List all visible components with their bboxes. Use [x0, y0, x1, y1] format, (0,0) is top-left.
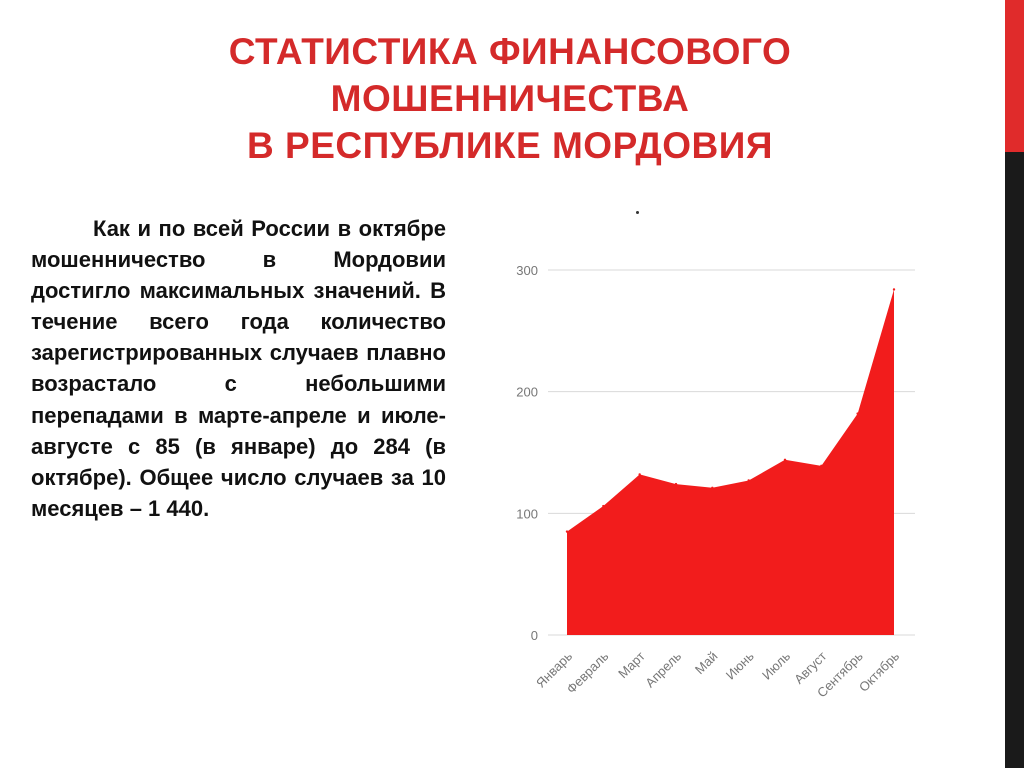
- x-tick-label: Июнь: [723, 648, 757, 682]
- data-point-4: [674, 482, 678, 486]
- slide-title: СТАТИСТИКА ФИНАНСОВОГО МОШЕННИЧЕСТВА В Р…: [150, 28, 870, 169]
- body-paragraph: Как и по всей России в октябре мошенниче…: [31, 216, 446, 521]
- x-tick-label: Июль: [759, 648, 793, 682]
- y-tick-label: 100: [516, 506, 538, 521]
- data-point-8: [820, 464, 823, 468]
- y-tick-label: 200: [516, 385, 538, 400]
- data-point-7: [783, 458, 787, 461]
- data-point-5: [711, 486, 714, 489]
- title-line-1: СТАТИСТИКА ФИНАНСОВОГО: [228, 31, 792, 72]
- y-tick-label: 0: [531, 628, 538, 643]
- title-line-3: В РЕСПУБЛИКЕ МОРДОВИЯ: [247, 125, 773, 166]
- data-point-2: [602, 504, 605, 508]
- data-point-1: [565, 530, 569, 533]
- data-point-3: [638, 473, 641, 476]
- right-edge-accent: [1005, 0, 1024, 152]
- data-point-6: [747, 479, 750, 482]
- chart-marker-dot: .: [636, 211, 639, 214]
- data-point-10: [892, 288, 896, 291]
- x-tick-label: Май: [692, 649, 721, 678]
- x-tick-label: Март: [615, 648, 648, 681]
- x-tick-label: Октябрь: [856, 648, 902, 694]
- x-tick-label: Апрель: [642, 648, 684, 690]
- data-point-9: [856, 412, 859, 415]
- series-area: [567, 289, 894, 635]
- title-line-2: МОШЕННИЧЕСТВА: [330, 78, 690, 119]
- right-edge-bar: [1005, 0, 1024, 768]
- y-tick-label: 300: [516, 263, 538, 278]
